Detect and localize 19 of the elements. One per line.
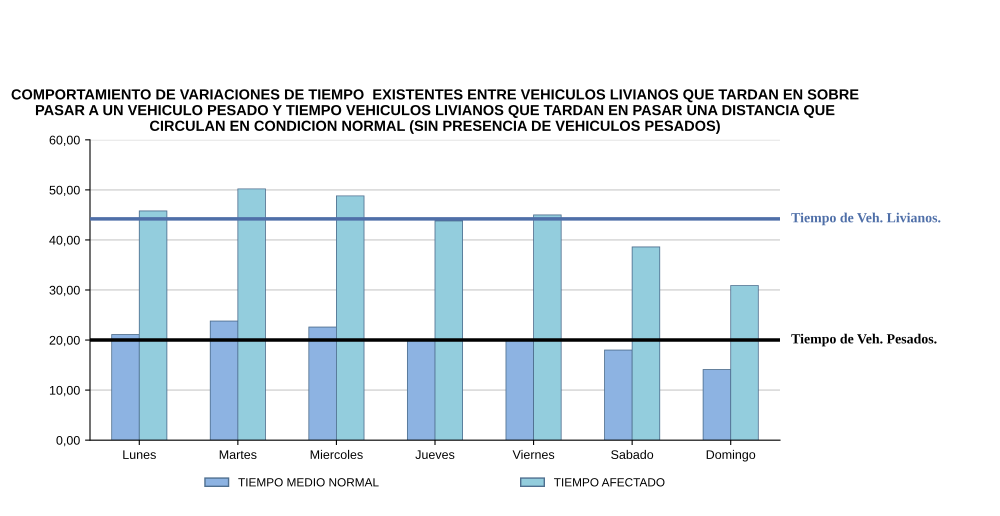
y-tick-label: 50,00 xyxy=(50,186,80,196)
y-tick-label: 60,00 xyxy=(50,136,80,146)
legend-label: TIEMPO AFECTADO xyxy=(554,478,664,486)
ref-line-label: Tiempo de Veh. Pesados. xyxy=(791,334,937,346)
x-tick-label: Viernes xyxy=(512,450,554,460)
y-tick-label: 0,00 xyxy=(56,436,80,446)
x-tick-label: Miercoles xyxy=(310,450,363,460)
y-tick-label: 40,00 xyxy=(49,236,80,246)
chart-title: COMPORTAMIENTO DE VARIACIONES DE TIEMPO EXISTENTES ENTRE VEHICULOS LIVIANOS QUE TARDAN EN SOBRE PASAR A UN VEHICULO PESADO Y TIEMPO VEHICULOS LIVIANOS QUE TARDAN EN PASAR UNA DISTANCIA QUE CIRCULAN EN CONDICION NORMAL (SIN PRESENCIA DE VEHICULOS PESADOS) xyxy=(12,89,858,134)
ref-line-label: Tiempo de Veh. Livianos. xyxy=(791,212,940,226)
y-tick-label: 20,00 xyxy=(50,336,80,346)
x-tick-label: Jueves xyxy=(415,450,454,460)
x-tick-label: Lunes xyxy=(123,450,156,460)
y-tick-label: 10,00 xyxy=(50,386,80,396)
x-tick-label: Domingo xyxy=(706,450,756,462)
legend-label: TIEMPO MEDIO NORMAL xyxy=(238,478,379,486)
x-tick-label: Sabado xyxy=(611,450,654,460)
y-tick-label: 30,00 xyxy=(49,286,80,296)
x-tick-label: Martes xyxy=(220,450,257,460)
